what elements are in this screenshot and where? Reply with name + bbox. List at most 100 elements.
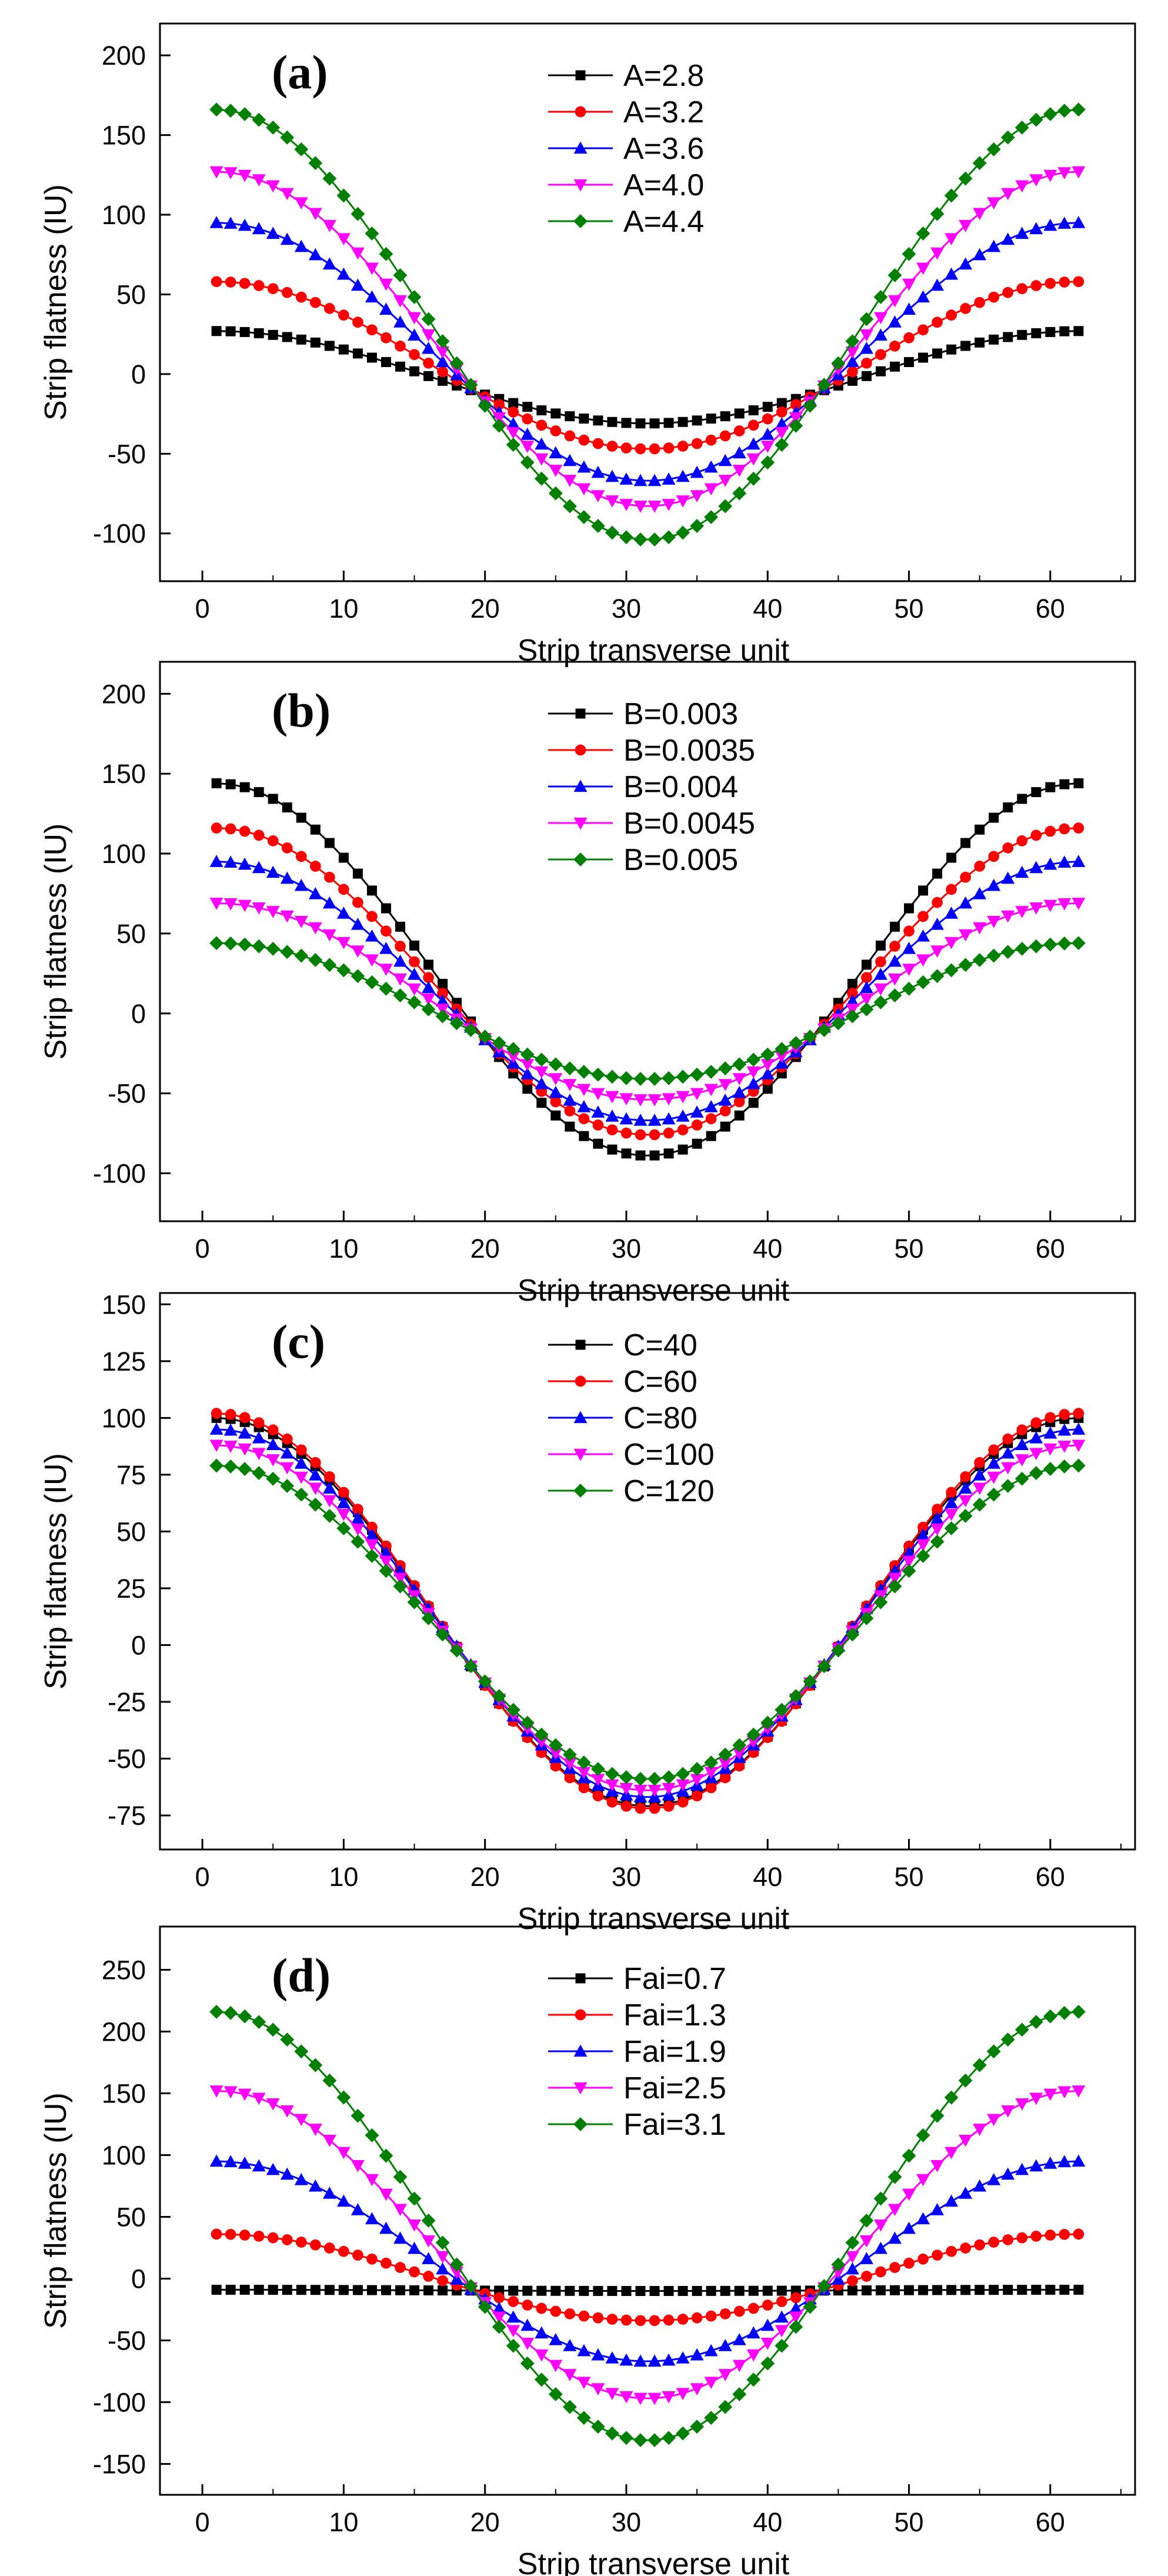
data-point (492, 2301, 506, 2314)
data-point (633, 2354, 648, 2367)
data-point (1015, 2098, 1029, 2111)
data-point (1029, 902, 1043, 915)
data-point (1057, 855, 1072, 868)
data-point (972, 2058, 987, 2072)
data-point (577, 2344, 591, 2357)
y-tick-label: -50 (108, 2326, 146, 2356)
data-point (987, 916, 1001, 928)
x-tick-label: 10 (329, 1234, 358, 1264)
data-point (917, 324, 929, 336)
legend-marker (573, 852, 588, 867)
data-point (649, 1150, 660, 1161)
y-tick-label: 200 (102, 41, 146, 71)
data-point (776, 2285, 787, 2296)
data-point (633, 474, 648, 486)
data-point (381, 903, 391, 914)
data-point (605, 2426, 619, 2441)
data-point (295, 1444, 307, 1456)
data-point (972, 1497, 987, 1512)
data-point (988, 2237, 1000, 2248)
data-point (520, 428, 535, 440)
y-tick-label: -50 (108, 1079, 146, 1109)
data-point (393, 988, 408, 1003)
data-point (322, 171, 337, 186)
data-point (1002, 286, 1014, 298)
data-point (351, 945, 365, 958)
data-point (932, 897, 943, 908)
data-point (621, 1148, 632, 1159)
data-point (593, 2285, 603, 2296)
data-point (704, 1755, 719, 1770)
data-point (973, 248, 987, 261)
y-tick-label: -50 (108, 439, 146, 469)
data-point (690, 2383, 704, 2395)
data-point (633, 1772, 648, 1786)
data-point (549, 2333, 563, 2345)
data-point (817, 1023, 832, 1037)
data-point (593, 415, 603, 426)
data-point (381, 356, 391, 367)
data-point (1073, 822, 1084, 834)
data-point (1057, 2086, 1072, 2099)
data-point (421, 1002, 436, 1017)
data-point (1073, 276, 1084, 288)
data-point (393, 295, 407, 308)
data-point (266, 1471, 281, 1486)
legend-label: B=0.005 (623, 843, 738, 877)
data-point (916, 2128, 930, 2142)
data-point (579, 2285, 589, 2296)
data-point (1059, 779, 1070, 789)
data-point (887, 988, 902, 1003)
data-point (225, 326, 236, 336)
data-point (294, 1457, 308, 1469)
data-point (308, 156, 323, 171)
data-point (209, 2005, 224, 2019)
data-point (619, 499, 633, 511)
data-point (1001, 871, 1015, 884)
data-point (1015, 1471, 1029, 1486)
y-tick-label: -100 (93, 519, 146, 549)
data-point (718, 1758, 732, 1771)
data-point (238, 1426, 252, 1439)
data-point (536, 405, 547, 416)
data-point (449, 356, 464, 371)
data-point (1015, 1454, 1029, 1467)
data-point (225, 823, 236, 835)
data-point (209, 166, 223, 179)
data-point (209, 2154, 223, 2167)
data-point (478, 1674, 492, 1689)
data-point (960, 838, 971, 848)
data-point (253, 328, 264, 338)
data-point (775, 2325, 789, 2338)
data-point (549, 1073, 563, 1085)
data-point (308, 2058, 323, 2072)
data-point (633, 501, 648, 513)
legend-marker (573, 1411, 588, 1424)
data-point (379, 2188, 393, 2201)
data-point (309, 1457, 321, 1468)
data-point (294, 1487, 309, 1502)
x-tick-label: 10 (329, 1862, 358, 1892)
data-point (959, 2134, 973, 2147)
data-point (861, 371, 872, 381)
data-point (973, 887, 987, 899)
data-point (225, 276, 236, 288)
data-point (789, 418, 803, 433)
data-point (577, 483, 591, 496)
data-point (223, 167, 238, 179)
data-point (916, 929, 930, 942)
data-point (691, 1790, 703, 1802)
data-point (635, 2285, 646, 2296)
legend-label: B=0.0045 (623, 807, 755, 841)
series-2 (211, 2228, 1084, 2327)
x-tick-label: 10 (329, 2507, 358, 2537)
data-point (1072, 216, 1086, 228)
data-point (252, 112, 266, 127)
data-point (719, 1772, 731, 1784)
data-point (789, 1036, 803, 1050)
data-point (676, 1779, 690, 1792)
data-point (888, 2231, 902, 2244)
data-point (381, 925, 392, 937)
data-point (902, 278, 916, 291)
